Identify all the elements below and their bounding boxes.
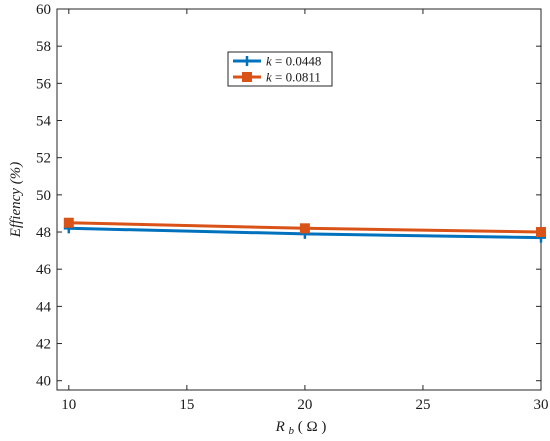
y-tick-label: 48: [36, 225, 51, 241]
series-layer: [63, 217, 546, 243]
x-axis: 10 15 20 25 30: [61, 9, 549, 413]
y-tick-label: 60: [36, 2, 51, 18]
x-tick-label: 15: [179, 397, 194, 413]
x-axis-label-main: R: [275, 419, 285, 435]
data-point-1-2: [536, 227, 546, 238]
y-tick-label: 40: [36, 374, 51, 390]
y-tick-label: 56: [36, 76, 52, 92]
legend-marker-shape-1: [242, 72, 252, 82]
x-axis-label-sub: b: [289, 425, 295, 437]
legend-entry-k-0811: k = 0.0811: [233, 70, 321, 85]
y-tick-label: 52: [36, 151, 51, 167]
data-point-1-0: [63, 217, 74, 228]
legend-value-0811: = 0.0811: [275, 70, 321, 85]
legend-marker-plus: [242, 56, 252, 66]
series-1: [63, 217, 546, 238]
legend-var-0811: k: [266, 70, 272, 85]
x-tick-label: 25: [415, 397, 430, 413]
data-point-1-1: [299, 223, 310, 234]
legend-entry-k-0448: k = 0.0448: [233, 54, 321, 69]
y-axis: 40 42 44 46 48 50 52 54 56 58 60: [36, 2, 541, 390]
legend-marker-shape-0: [242, 56, 252, 66]
x-tick-label: 20: [297, 397, 312, 413]
x-tick-label: 10: [61, 397, 76, 413]
y-tick-label: 46: [36, 262, 52, 278]
series-0: [63, 223, 546, 243]
x-tick-label: 30: [534, 397, 549, 413]
legend-marker-square: [242, 72, 252, 82]
y-axis-label: Effiency (%): [8, 162, 24, 238]
y-tick-label: 50: [36, 188, 51, 204]
legend-value-0448: = 0.0448: [275, 54, 321, 69]
y-axis-label-text: Effiency (%): [8, 162, 24, 238]
y-tick-label: 42: [36, 337, 51, 353]
legend: k = 0.0448 k = 0.0811: [227, 51, 333, 87]
legend-label-0811: k = 0.0811: [266, 70, 321, 85]
legend-var-0448: k: [266, 54, 272, 69]
x-axis-label: R b ( Ω ): [275, 419, 327, 438]
legend-label-0448: k = 0.0448: [266, 54, 321, 69]
y-tick-label: 54: [36, 114, 52, 130]
x-axis-label-unit: ( Ω ): [298, 419, 327, 435]
y-tick-label: 58: [36, 39, 51, 55]
y-tick-label: 44: [36, 299, 52, 315]
